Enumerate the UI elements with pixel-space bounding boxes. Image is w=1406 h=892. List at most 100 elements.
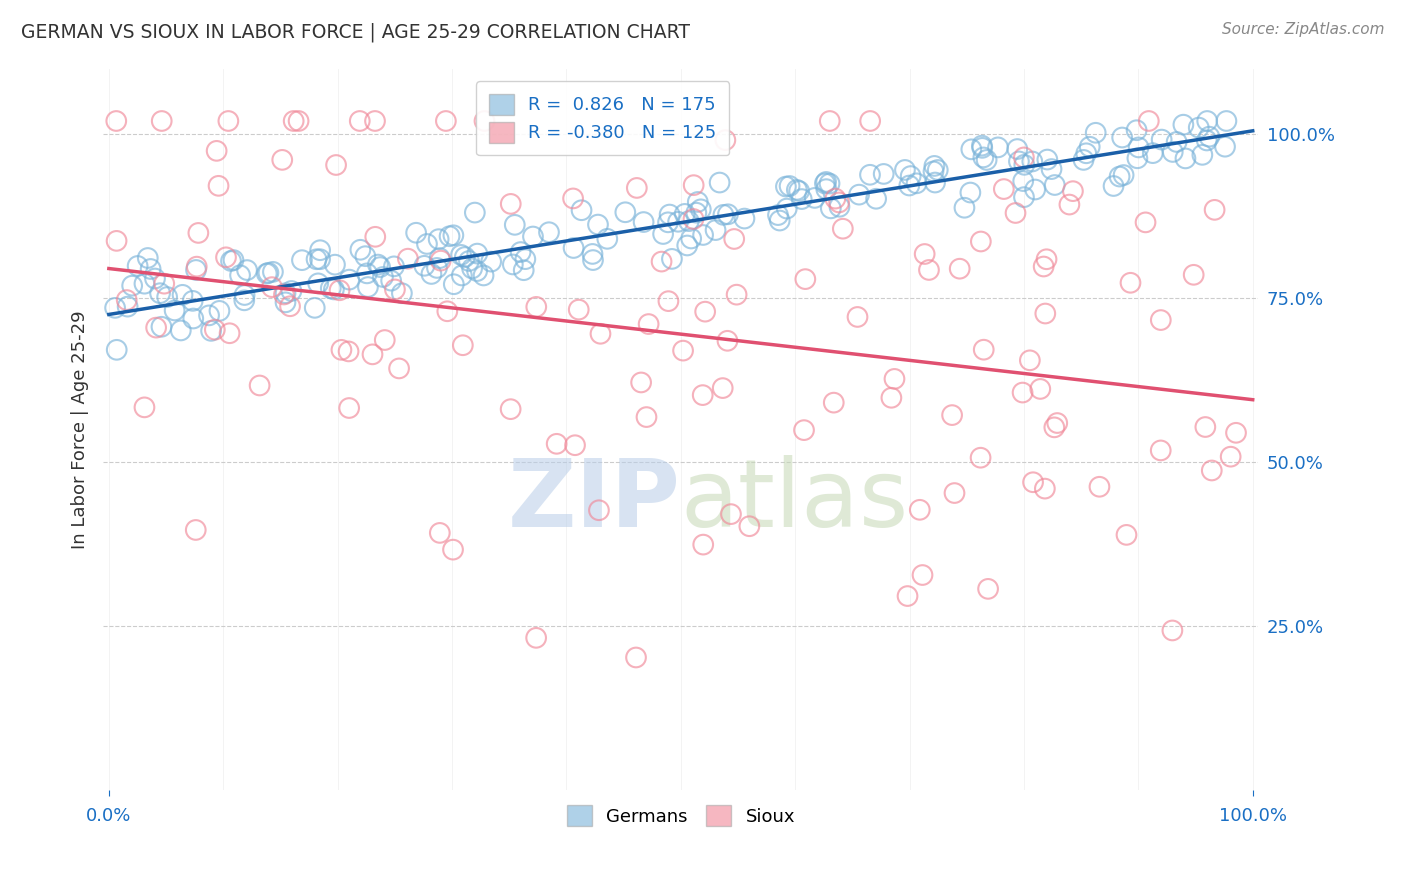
Point	[330, 343, 353, 357]
Point	[943, 486, 966, 500]
Point	[361, 347, 384, 361]
Point	[207, 178, 229, 193]
Point	[450, 268, 472, 283]
Point	[1150, 443, 1173, 458]
Point	[1112, 168, 1135, 182]
Y-axis label: In Labor Force | Age 25-29: In Labor Force | Age 25-29	[72, 310, 89, 549]
Point	[896, 589, 918, 603]
Point	[307, 277, 329, 291]
Point	[823, 395, 845, 409]
Point	[865, 192, 887, 206]
Point	[960, 142, 983, 156]
Point	[1108, 169, 1130, 184]
Point	[499, 402, 522, 417]
Point	[184, 523, 207, 537]
Point	[973, 343, 995, 357]
Point	[441, 542, 464, 557]
Point	[1215, 114, 1237, 128]
Point	[309, 252, 332, 267]
Point	[262, 265, 284, 279]
Point	[1076, 146, 1098, 161]
Point	[692, 388, 714, 402]
Point	[949, 261, 972, 276]
Point	[198, 309, 221, 323]
Point	[848, 187, 870, 202]
Point	[499, 197, 522, 211]
Point	[546, 437, 568, 451]
Point	[391, 286, 413, 301]
Point	[215, 250, 238, 264]
Point	[814, 177, 837, 191]
Point	[429, 525, 451, 540]
Point	[1021, 154, 1043, 169]
Point	[636, 410, 658, 425]
Text: atlas: atlas	[681, 455, 910, 548]
Point	[676, 238, 699, 252]
Point	[364, 229, 387, 244]
Point	[914, 247, 936, 261]
Point	[1078, 140, 1101, 154]
Point	[420, 267, 443, 281]
Point	[894, 163, 917, 178]
Point	[1150, 133, 1173, 147]
Point	[1036, 153, 1059, 167]
Point	[1012, 190, 1035, 204]
Point	[790, 192, 813, 206]
Point	[941, 408, 963, 422]
Point	[922, 164, 945, 178]
Point	[682, 212, 704, 227]
Point	[1191, 148, 1213, 162]
Point	[396, 252, 419, 266]
Point	[524, 631, 547, 645]
Point	[568, 302, 591, 317]
Point	[738, 519, 761, 533]
Point	[121, 278, 143, 293]
Point	[709, 176, 731, 190]
Point	[1111, 130, 1133, 145]
Point	[356, 266, 378, 280]
Point	[274, 295, 297, 310]
Point	[1161, 145, 1184, 159]
Point	[172, 288, 194, 302]
Point	[1219, 450, 1241, 464]
Point	[686, 194, 709, 209]
Point	[713, 208, 735, 222]
Point	[380, 274, 402, 288]
Point	[818, 177, 841, 191]
Point	[219, 254, 242, 268]
Point	[911, 568, 934, 582]
Point	[1043, 178, 1066, 192]
Point	[371, 270, 394, 285]
Point	[672, 343, 695, 358]
Point	[436, 304, 458, 318]
Point	[589, 326, 612, 341]
Point	[682, 178, 704, 193]
Point	[256, 267, 278, 281]
Point	[1012, 174, 1035, 188]
Point	[382, 260, 405, 274]
Point	[367, 258, 389, 272]
Point	[233, 293, 256, 308]
Point	[181, 311, 204, 326]
Point	[208, 304, 231, 318]
Point	[1033, 482, 1056, 496]
Point	[323, 258, 346, 272]
Point	[581, 247, 603, 261]
Point	[820, 202, 842, 216]
Point	[1024, 182, 1046, 196]
Point	[1126, 151, 1149, 165]
Point	[149, 286, 172, 301]
Point	[451, 338, 474, 352]
Point	[1135, 215, 1157, 229]
Point	[537, 225, 560, 239]
Point	[136, 251, 159, 265]
Point	[309, 244, 332, 258]
Point	[1204, 202, 1226, 217]
Point	[503, 218, 526, 232]
Point	[450, 248, 472, 262]
Point	[464, 205, 486, 219]
Point	[692, 538, 714, 552]
Point	[681, 231, 703, 245]
Point	[779, 179, 801, 194]
Point	[831, 221, 853, 235]
